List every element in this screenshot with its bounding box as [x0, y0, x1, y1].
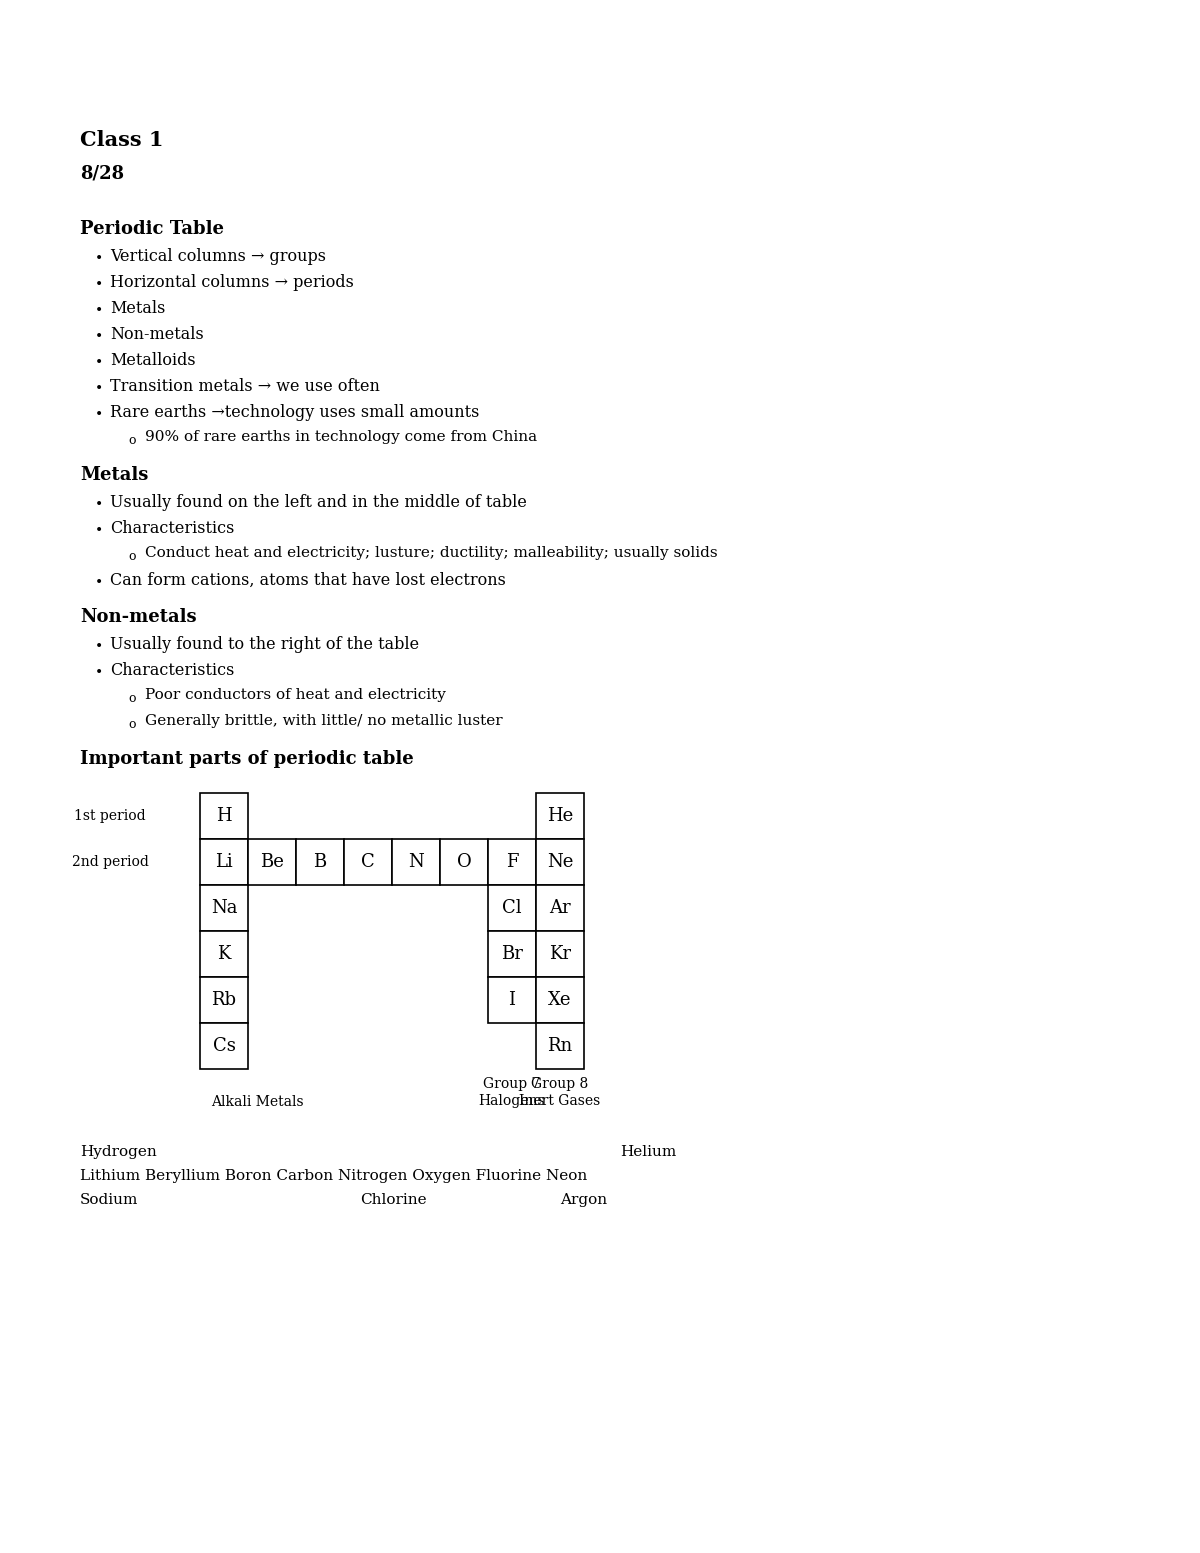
- Text: •: •: [95, 666, 103, 680]
- Text: o: o: [128, 550, 136, 564]
- Text: Rb: Rb: [211, 991, 236, 1009]
- Bar: [248, 839, 296, 885]
- Text: Xe: Xe: [548, 991, 571, 1009]
- Bar: [200, 977, 248, 1023]
- Bar: [200, 930, 248, 977]
- Text: Usually found on the left and in the middle of table: Usually found on the left and in the mid…: [110, 494, 527, 511]
- Text: Characteristics: Characteristics: [110, 520, 234, 537]
- Bar: [296, 839, 344, 885]
- Text: o: o: [128, 693, 136, 705]
- Bar: [536, 1023, 584, 1068]
- Bar: [488, 885, 536, 930]
- Text: B: B: [313, 853, 326, 871]
- Bar: [488, 839, 536, 885]
- Text: Cl: Cl: [502, 899, 522, 916]
- Text: O: O: [457, 853, 472, 871]
- Bar: [488, 977, 536, 1023]
- Text: I: I: [509, 991, 516, 1009]
- Text: Na: Na: [211, 899, 238, 916]
- Text: Metals: Metals: [110, 300, 166, 317]
- Text: Hydrogen: Hydrogen: [80, 1145, 157, 1159]
- Text: Class 1: Class 1: [80, 130, 163, 151]
- Bar: [440, 839, 488, 885]
- Text: Poor conductors of heat and electricity: Poor conductors of heat and electricity: [145, 688, 446, 702]
- Bar: [536, 794, 584, 839]
- Text: Horizontal columns → periods: Horizontal columns → periods: [110, 273, 354, 290]
- Text: •: •: [95, 329, 103, 345]
- Bar: [344, 839, 392, 885]
- Text: Lithium Beryllium Boron Carbon Nitrogen Oxygen Fluorine Neon: Lithium Beryllium Boron Carbon Nitrogen …: [80, 1169, 587, 1183]
- Text: Kr: Kr: [550, 944, 571, 963]
- Text: Alkali Metals: Alkali Metals: [211, 1095, 304, 1109]
- Text: •: •: [95, 382, 103, 396]
- Text: Generally brittle, with little/ no metallic luster: Generally brittle, with little/ no metal…: [145, 714, 503, 728]
- Text: Conduct heat and electricity; lusture; ductility; malleability; usually solids: Conduct heat and electricity; lusture; d…: [145, 547, 718, 561]
- Text: •: •: [95, 252, 103, 266]
- Bar: [536, 977, 584, 1023]
- Bar: [200, 839, 248, 885]
- Text: Can form cations, atoms that have lost electrons: Can form cations, atoms that have lost e…: [110, 572, 506, 589]
- Bar: [536, 885, 584, 930]
- Bar: [200, 885, 248, 930]
- Text: Non-metals: Non-metals: [110, 326, 204, 343]
- Text: Important parts of periodic table: Important parts of periodic table: [80, 750, 414, 769]
- Text: C: C: [361, 853, 374, 871]
- Bar: [200, 794, 248, 839]
- Text: Li: Li: [215, 853, 233, 871]
- Text: •: •: [95, 640, 103, 654]
- Text: Rare earths →technology uses small amounts: Rare earths →technology uses small amoun…: [110, 404, 479, 421]
- Text: 90% of rare earths in technology come from China: 90% of rare earths in technology come fr…: [145, 430, 538, 444]
- Text: Group 8
Inert Gases: Group 8 Inert Gases: [520, 1076, 601, 1109]
- Text: Argon: Argon: [560, 1193, 607, 1207]
- Text: Characteristics: Characteristics: [110, 662, 234, 679]
- Text: F: F: [505, 853, 518, 871]
- Text: He: He: [547, 808, 574, 825]
- Text: Group 7
Halogens: Group 7 Halogens: [479, 1076, 545, 1109]
- Text: Vertical columns → groups: Vertical columns → groups: [110, 248, 326, 266]
- Text: o: o: [128, 717, 136, 731]
- Bar: [536, 839, 584, 885]
- Bar: [488, 930, 536, 977]
- Text: Ar: Ar: [550, 899, 571, 916]
- Text: Ne: Ne: [547, 853, 574, 871]
- Text: •: •: [95, 278, 103, 292]
- Text: o: o: [128, 433, 136, 447]
- Text: Usually found to the right of the table: Usually found to the right of the table: [110, 637, 419, 652]
- Text: Rn: Rn: [547, 1037, 572, 1054]
- Text: Metalloids: Metalloids: [110, 353, 196, 370]
- Text: •: •: [95, 499, 103, 512]
- Text: K: K: [217, 944, 230, 963]
- Text: 2nd period: 2nd period: [72, 856, 149, 870]
- Text: Metals: Metals: [80, 466, 149, 485]
- Bar: [200, 1023, 248, 1068]
- Text: N: N: [408, 853, 424, 871]
- Text: 8/28: 8/28: [80, 165, 124, 183]
- Text: •: •: [95, 408, 103, 422]
- Text: •: •: [95, 356, 103, 370]
- Text: Chlorine: Chlorine: [360, 1193, 427, 1207]
- Text: Periodic Table: Periodic Table: [80, 221, 224, 238]
- Bar: [536, 930, 584, 977]
- Text: 1st period: 1st period: [74, 809, 146, 823]
- Text: H: H: [216, 808, 232, 825]
- Text: Helium: Helium: [620, 1145, 677, 1159]
- Text: Be: Be: [260, 853, 284, 871]
- Text: •: •: [95, 523, 103, 537]
- Text: •: •: [95, 304, 103, 318]
- Text: •: •: [95, 576, 103, 590]
- Text: Sodium: Sodium: [80, 1193, 138, 1207]
- Text: Br: Br: [502, 944, 523, 963]
- Bar: [392, 839, 440, 885]
- Text: Non-metals: Non-metals: [80, 609, 197, 626]
- Text: Cs: Cs: [212, 1037, 235, 1054]
- Text: Transition metals → we use often: Transition metals → we use often: [110, 377, 380, 394]
